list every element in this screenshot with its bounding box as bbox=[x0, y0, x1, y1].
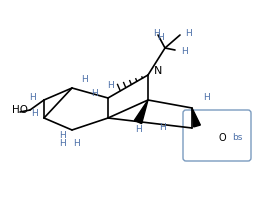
Text: H: H bbox=[157, 34, 163, 42]
Text: H: H bbox=[29, 94, 35, 102]
Text: H: H bbox=[59, 130, 65, 140]
Text: H: H bbox=[59, 140, 65, 148]
Text: H: H bbox=[81, 76, 87, 84]
Text: H: H bbox=[74, 140, 80, 148]
Text: N: N bbox=[154, 66, 162, 76]
Text: H: H bbox=[135, 125, 141, 135]
Text: H: H bbox=[31, 108, 37, 118]
Text: O: O bbox=[218, 133, 226, 143]
Text: H: H bbox=[153, 28, 159, 38]
Text: H: H bbox=[91, 88, 97, 98]
FancyBboxPatch shape bbox=[183, 110, 251, 161]
Text: H: H bbox=[182, 47, 188, 57]
Text: bs: bs bbox=[232, 134, 242, 142]
Text: H: H bbox=[107, 81, 113, 90]
Polygon shape bbox=[134, 100, 148, 124]
Text: H: H bbox=[185, 28, 191, 38]
Text: H: H bbox=[160, 123, 166, 133]
Text: H: H bbox=[203, 94, 209, 102]
Polygon shape bbox=[192, 108, 200, 127]
Text: HO: HO bbox=[12, 105, 28, 115]
